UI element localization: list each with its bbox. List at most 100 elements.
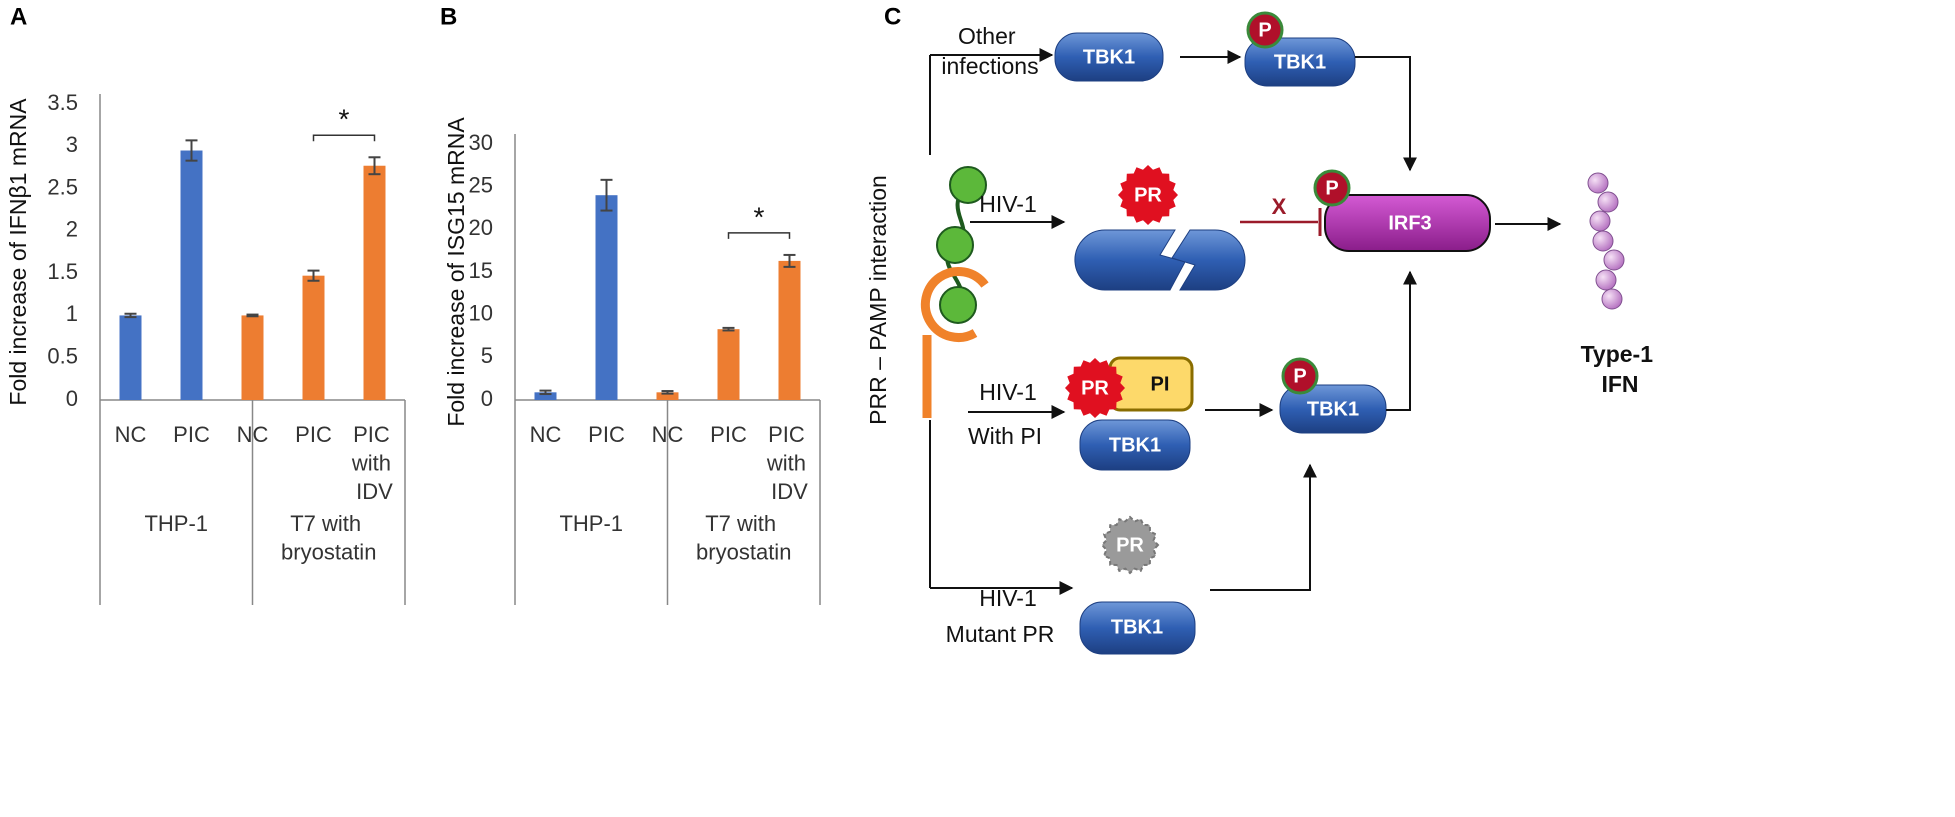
x-tick-label: PIC (588, 422, 625, 447)
significance-bracket (727, 232, 791, 239)
side-label: PRR – PAMP interaction (865, 175, 891, 425)
y-tick-label: 1 (66, 301, 78, 326)
tbk1 (1244, 37, 1356, 87)
bar (241, 315, 264, 400)
y-axis-label: Fold increase of ISG15 mRNA (443, 117, 469, 427)
node-label: PR (1134, 184, 1162, 206)
phospho-label: P (1325, 177, 1338, 199)
error-bar (783, 253, 796, 268)
node-label: TBK1 (1274, 51, 1326, 73)
error-bar (307, 269, 320, 282)
phospho-label: P (1258, 19, 1271, 41)
bar (534, 392, 557, 400)
phospho (1281, 357, 1319, 395)
pamp (936, 226, 974, 264)
phospho (1246, 11, 1284, 49)
bar (119, 315, 142, 400)
protease (1100, 515, 1160, 575)
tbk1 (1079, 601, 1196, 655)
branch-label: HIV-1 (979, 191, 1037, 217)
y-axis-label: Fold increase of IFNβ1 mRNA (5, 98, 31, 406)
y-tick-label: 2.5 (47, 174, 78, 199)
x-tick-label: NC (237, 422, 269, 447)
group-label: THP-1 (559, 511, 623, 536)
y-tick-label: 1.5 (47, 259, 78, 284)
y-tick-label: 30 (469, 130, 493, 155)
protease (1118, 165, 1178, 225)
y-tick-label: 0 (481, 386, 493, 411)
panel-label: A (10, 3, 27, 30)
bar (180, 150, 203, 400)
node-label: TBK1 (1083, 46, 1135, 68)
tbk1-cleaved (1171, 229, 1246, 291)
y-tick-label: 3.5 (47, 90, 78, 115)
ifn-chain (1587, 172, 1625, 310)
error-bar (368, 156, 381, 176)
output-label: Type-1 IFN (1581, 341, 1660, 397)
x-tick-label: PIC (173, 422, 210, 447)
significance-label: * (754, 201, 765, 232)
error-bar (600, 178, 613, 212)
error-bar (185, 139, 198, 162)
x-tick-label: PIC with IDV (766, 422, 812, 504)
y-tick-label: 25 (469, 172, 493, 197)
error-bar (124, 312, 137, 319)
x-tick-label: PIC (710, 422, 747, 447)
significance-bracket (312, 134, 376, 142)
bar (302, 275, 325, 400)
error-bar (246, 313, 259, 318)
node-label: TBK1 (1307, 398, 1359, 420)
error-bar (661, 390, 674, 395)
branch-label: Other infections (941, 23, 1038, 79)
branch-sublabel: Mutant PR (946, 621, 1055, 647)
y-tick-label: 0.5 (47, 344, 78, 369)
x-tick-label: NC (530, 422, 562, 447)
panel-label: B (440, 3, 457, 30)
pamp (949, 166, 987, 204)
branch-label: HIV-1 (979, 379, 1037, 405)
bar (595, 195, 618, 400)
charts: A Fold increase of IFNβ1 mRNA 0 0.5 1 1.5 2 2.5… (5, 3, 821, 605)
node-label: TBK1 (1109, 434, 1161, 456)
y-tick-label: 20 (469, 215, 493, 240)
x-tick-label: PIC (295, 422, 332, 447)
branch-sublabel: With PI (968, 423, 1042, 449)
pamp (939, 286, 977, 324)
y-tick-label: 5 (481, 343, 493, 368)
x-tick-label: NC (652, 422, 684, 447)
phospho (1313, 169, 1351, 207)
bar (656, 392, 679, 400)
error-bar (539, 389, 552, 396)
irf3 (1324, 194, 1491, 252)
bar (717, 329, 740, 400)
node-label: PR (1081, 377, 1109, 399)
y-tick-label: 0 (66, 386, 78, 411)
group-label: T7 with bryostatin (696, 511, 791, 565)
y-tick-label: 15 (469, 258, 493, 283)
group-label: THP-1 (144, 511, 208, 536)
error-bar (722, 326, 735, 332)
group-label: T7 with bryostatin (281, 511, 376, 565)
tbk1-cleaved (1074, 229, 1186, 291)
protease (1065, 358, 1125, 418)
phospho-label: P (1293, 365, 1306, 387)
node-label: PR (1116, 534, 1144, 556)
bar (363, 165, 386, 400)
y-tick-label: 10 (469, 300, 493, 325)
y-tick-label: 3 (66, 132, 78, 157)
significance-label: * (339, 104, 350, 135)
prr (920, 267, 989, 342)
branch-label: HIV-1 (979, 585, 1037, 611)
y-tick-label: 2 (66, 217, 78, 242)
diagram: C PRR – PAMP interaction Other infection… (865, 3, 1660, 655)
panel-label: C (884, 3, 901, 30)
node-label: PI (1151, 373, 1170, 395)
tbk1 (1054, 32, 1164, 82)
x-tick-label: PIC with IDV (351, 422, 397, 504)
block-label: X (1272, 194, 1287, 219)
x-tick-label: NC (115, 422, 147, 447)
bar (778, 260, 801, 400)
node-label: IRF3 (1388, 212, 1431, 234)
tbk1 (1079, 419, 1191, 471)
